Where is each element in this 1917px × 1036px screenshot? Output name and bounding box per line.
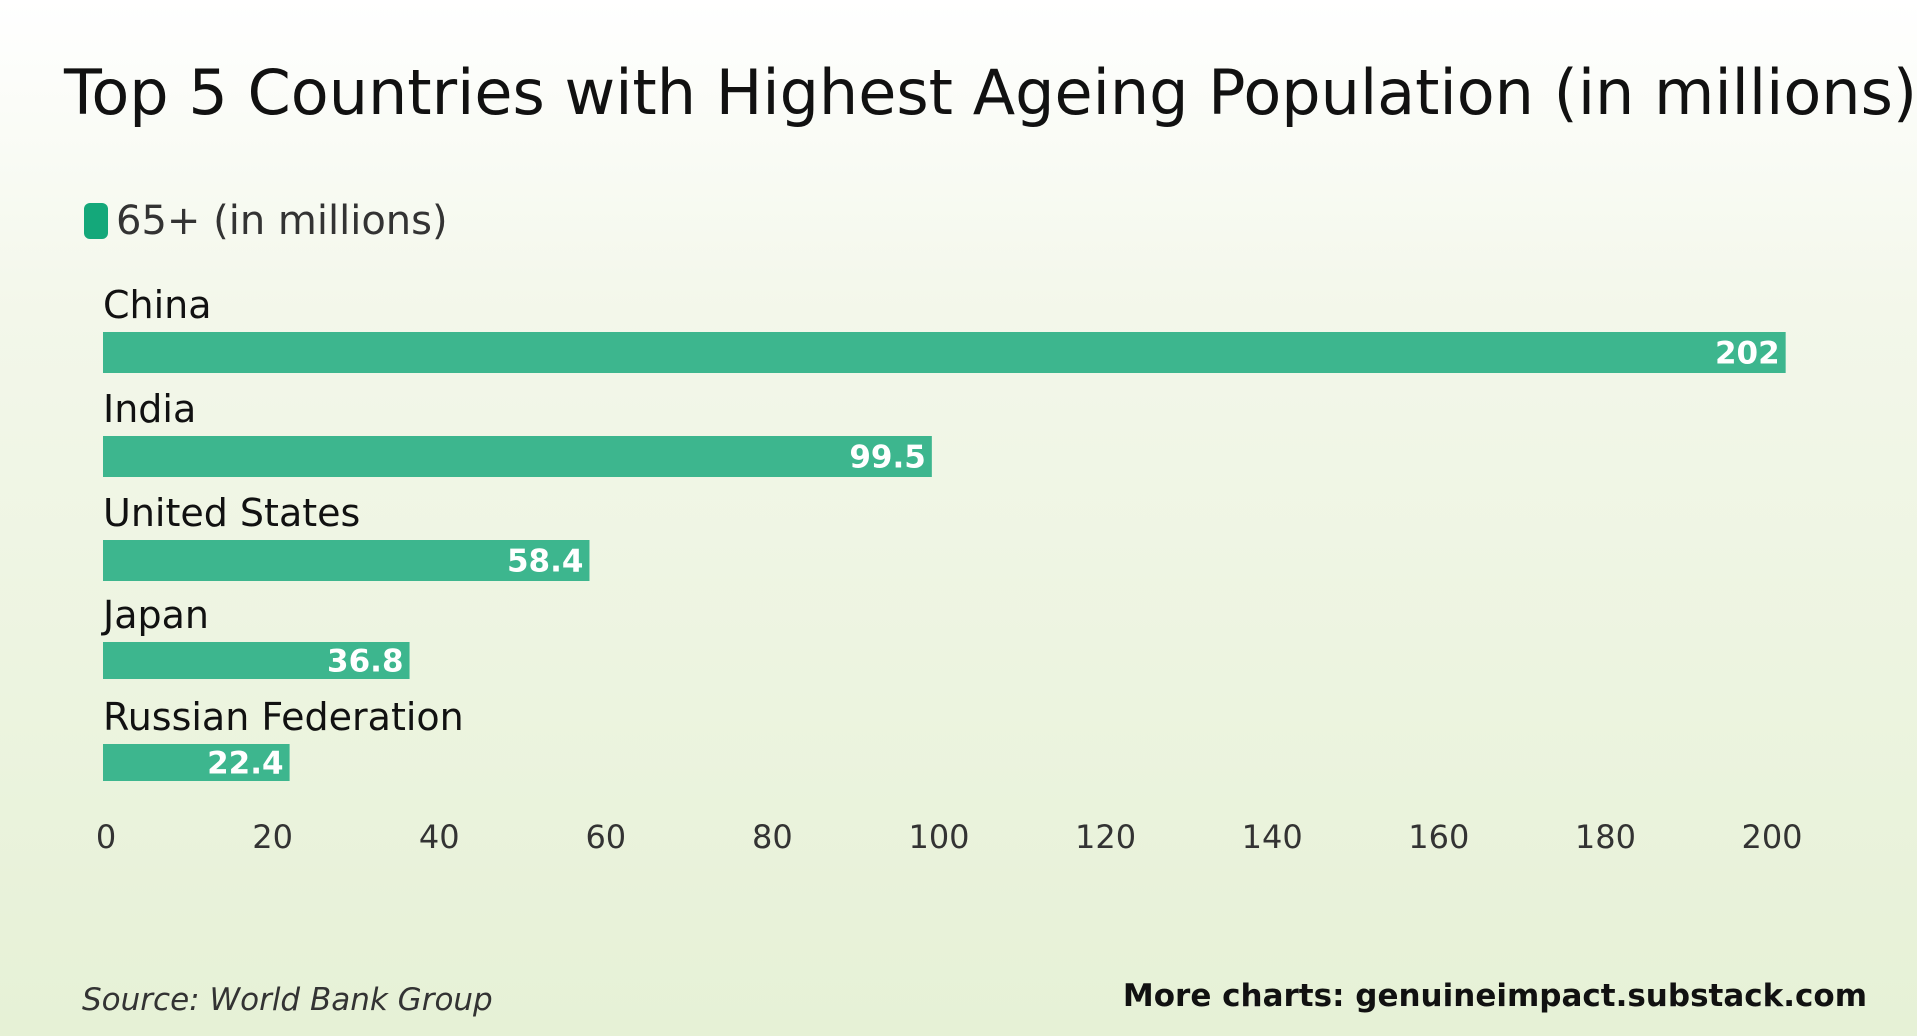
bar-value-label: 202 — [1715, 336, 1780, 372]
legend-label: 65+ (in millions) — [116, 198, 448, 244]
category-label: China — [103, 283, 212, 327]
legend-swatch — [84, 203, 108, 239]
category-label: Russian Federation — [103, 695, 464, 739]
x-tick-label: 120 — [1075, 818, 1136, 856]
x-tick-label: 200 — [1741, 818, 1802, 856]
x-tick-label: 80 — [752, 818, 793, 856]
bar-value-label: 58.4 — [507, 544, 584, 580]
bar — [103, 744, 290, 781]
credit-link[interactable]: More charts: genuineimpact.substack.com — [1122, 978, 1867, 1014]
category-label: Japan — [101, 593, 209, 637]
x-tick-label: 40 — [419, 818, 460, 856]
x-tick-label: 140 — [1242, 818, 1303, 856]
bar — [103, 642, 410, 679]
bar-value-label: 99.5 — [849, 440, 926, 476]
chart-title: Top 5 Countries with Highest Ageing Popu… — [64, 56, 1917, 129]
source-note: Source: World Bank Group — [82, 982, 493, 1018]
bar — [103, 332, 1786, 373]
x-tick-label: 0 — [96, 818, 116, 856]
x-tick-label: 20 — [252, 818, 293, 856]
category-label: United States — [103, 491, 360, 535]
category-label: India — [103, 387, 196, 431]
chart-legend: 65+ (in millions) — [84, 198, 448, 244]
bar-value-label: 36.8 — [327, 644, 404, 680]
bar-value-label: 22.4 — [207, 746, 284, 782]
bar-chart: China 202 India 99.5 United States 58.4 Japan 3… — [96, 283, 1803, 856]
x-tick-label: 160 — [1408, 818, 1469, 856]
x-tick-label: 60 — [585, 818, 626, 856]
x-tick-label: 180 — [1575, 818, 1636, 856]
bar — [103, 436, 932, 477]
bar — [103, 540, 590, 581]
x-tick-label: 100 — [908, 818, 969, 856]
